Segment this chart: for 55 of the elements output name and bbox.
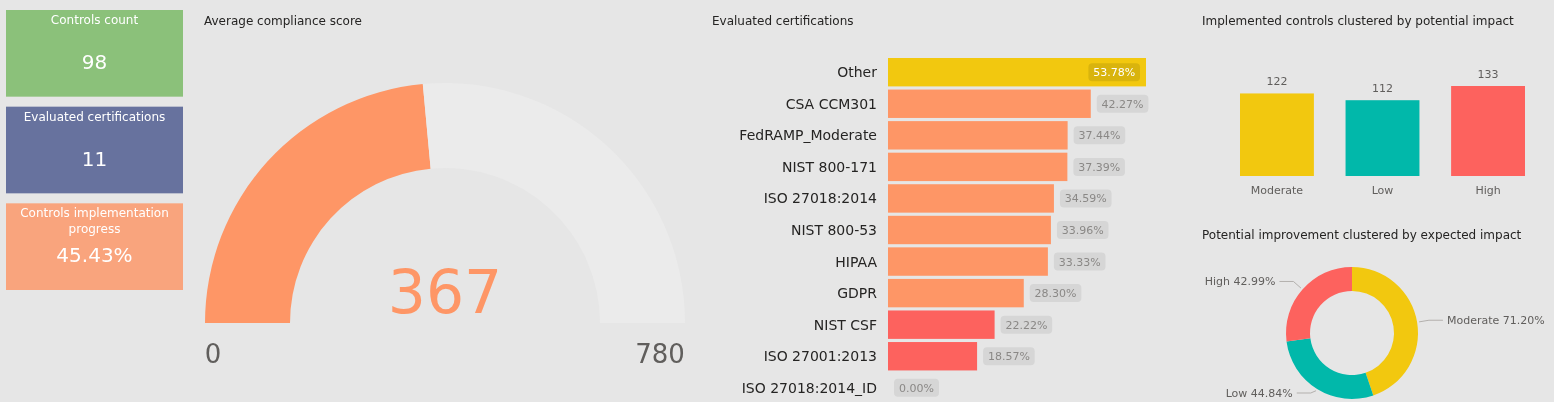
y-tick-label: FedRAMP_Moderate [739, 127, 877, 144]
data-label: 133 [1477, 68, 1499, 81]
bar [888, 342, 978, 371]
bar [888, 152, 1068, 182]
bar [888, 310, 995, 339]
y-tick-label: ISO 27018:2014 [763, 190, 878, 207]
category-label: Evaluated certifications [23, 109, 166, 124]
slice-label: Moderate 71.20% [1446, 314, 1545, 328]
chart-title: Implemented controls clustered by potential impact [1202, 14, 1515, 28]
slice-label: Low 44.84% [1225, 387, 1293, 400]
donut-slice [1352, 267, 1418, 396]
x-tick-label: High [1475, 184, 1501, 197]
bar [888, 247, 1048, 276]
data-label: 122 [1266, 75, 1288, 89]
data-label: 53.78% [1093, 66, 1136, 80]
data-label: 28.30% [1034, 287, 1077, 301]
bar [888, 215, 1051, 245]
data-label: 112 [1372, 82, 1393, 96]
data-label: 33.33% [1058, 255, 1101, 269]
data-label: 11 [81, 146, 108, 171]
y-tick-label: ISO 27001:2013 [763, 348, 877, 365]
text: Evaluated certifications [712, 14, 854, 28]
donut-slice [1286, 267, 1352, 342]
y-tick-label: NIST 800-53 [790, 222, 877, 238]
x-tick-label: Moderate [1250, 184, 1304, 197]
data-label: 37.39% [1078, 160, 1121, 174]
data-label: 37.44% [1078, 129, 1121, 143]
data-label: 34.59% [1064, 192, 1107, 206]
y-tick-label: NIST 800-171 [782, 158, 877, 175]
y-tick-label: GDPR [837, 285, 878, 302]
y-tick-label: ISO 27018:2014_ID [741, 379, 877, 396]
category-label: Controls implementation progress [20, 206, 169, 237]
data-label: 33.96% [1061, 224, 1104, 237]
bar [888, 184, 1054, 213]
slice-label: High 42.99% [1204, 275, 1276, 289]
data-label: 18.57% [987, 350, 1030, 364]
bar [888, 89, 1091, 118]
data-label: 22.22% [1005, 318, 1048, 332]
chart-title: Average compliance score [204, 14, 363, 28]
data-label: 367 [387, 257, 503, 327]
chart-title: Potential improvement clustered by expected impact [1202, 228, 1522, 242]
y-tick-label: NIST CSF [813, 316, 877, 333]
category-label: Controls count [50, 13, 139, 27]
data-label: 42.27% [1101, 97, 1144, 111]
data-label: 45.43% [56, 243, 133, 268]
bar [888, 121, 1068, 150]
y-tick-label: CSA CCM301 [785, 95, 877, 112]
text: 0 [204, 339, 222, 369]
text: 780 [635, 339, 685, 369]
x-tick-label: Low [1371, 184, 1394, 197]
data-label: 98 [81, 49, 108, 74]
y-tick-label: HIPAA [835, 253, 878, 270]
y-tick-label: Other [837, 64, 878, 81]
data-label: 0.00% [899, 381, 934, 395]
bar [888, 278, 1024, 308]
